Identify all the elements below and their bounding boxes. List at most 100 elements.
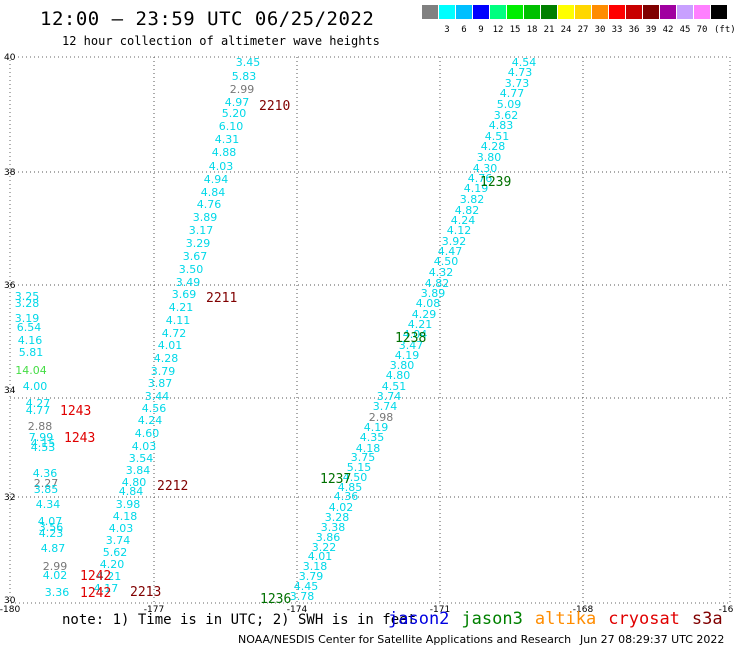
wave-height-value: 4.00	[23, 380, 48, 393]
wave-height-value: 3.74	[106, 534, 131, 547]
wave-height-value: 4.19	[364, 421, 389, 434]
wave-height-value: 4.18	[356, 442, 381, 455]
wave-height-value: 3.18	[303, 560, 328, 573]
pass-number-label: 2211	[206, 291, 237, 306]
wave-height-value: 3.86	[316, 531, 341, 544]
wave-height-value: 4.27	[26, 397, 51, 410]
generation-timestamp: Jun 27 08:29:37 UTC 2022	[580, 633, 725, 646]
wave-height-value: 3.54	[129, 452, 154, 465]
wave-height-value: 4.15	[31, 437, 56, 450]
scale-label: 36	[628, 25, 640, 35]
wave-height-value: 4.16	[18, 334, 43, 347]
wave-height-value: 4.82	[425, 277, 450, 290]
pass-number-label: 1243	[60, 404, 91, 419]
wave-height-value: 4.73	[508, 66, 533, 79]
scale-swatch	[422, 5, 438, 19]
scale-swatch	[694, 5, 710, 19]
wave-height-value: 4.12	[447, 224, 472, 237]
wave-height-value: 4.08	[416, 297, 441, 310]
wave-height-value: 3.19	[15, 312, 40, 325]
wave-height-value: 4.18	[113, 510, 138, 523]
wave-height-value: 2.27	[34, 477, 59, 490]
scale-label: 27	[577, 25, 589, 35]
wave-height-value: 4.29	[412, 308, 437, 321]
wave-height-value: 4.32	[429, 266, 454, 279]
wave-height-value: 4.17	[94, 582, 119, 595]
wave-height-value: 4.83	[489, 119, 514, 132]
lon-tick-label: -171	[430, 605, 450, 615]
wave-height-value: 4.84	[119, 485, 144, 498]
wave-height-value: 4.01	[308, 550, 333, 563]
wave-height-value: 4.76	[468, 172, 493, 185]
wave-height-value: 3.44	[145, 390, 170, 403]
wave-height-value: 4.02	[329, 501, 354, 514]
scale-swatch	[524, 5, 540, 19]
wave-height-value: 4.77	[26, 404, 51, 417]
wave-height-value: 5.15	[347, 461, 372, 474]
wave-height-value: 3.74	[373, 400, 398, 413]
wave-height-value: 3.79	[151, 365, 176, 378]
scale-unit: (ft)	[714, 25, 736, 35]
wave-height-value: 3.50	[179, 263, 204, 276]
wave-height-value: 4.56	[142, 402, 167, 415]
wave-height-value: 3.17	[189, 224, 214, 237]
pass-number-label: 1243	[64, 431, 95, 446]
wave-height-value: 3.87	[148, 377, 173, 390]
wave-height-value: 4.84	[201, 186, 226, 199]
wave-height-value: 6.10	[219, 120, 244, 133]
scale-label: 24	[560, 25, 572, 35]
wave-height-value: 5.83	[232, 70, 257, 83]
pass-number-label: 1239	[480, 175, 511, 190]
wave-height-value: 4.21	[169, 301, 194, 314]
wave-height-value: 5.81	[19, 346, 44, 359]
pass-number-label: 1238	[395, 331, 426, 346]
scale-swatch	[626, 5, 642, 19]
lon-tick-label: -174	[287, 605, 308, 615]
wave-height-value: 3.56	[39, 521, 64, 534]
pass-number-label: 2213	[130, 585, 161, 600]
lon-tick-label: -180	[0, 605, 20, 615]
wave-height-value: 6.54	[17, 321, 42, 334]
scale-swatch	[677, 5, 693, 19]
pass-number-label: 1237	[320, 472, 351, 487]
wave-height-value: 4.04	[403, 328, 428, 341]
scale-label: 21	[543, 25, 555, 35]
wave-height-value: 4.60	[135, 427, 160, 440]
wave-height-value: 3.22	[312, 541, 337, 554]
wave-height-value: 4.80	[122, 476, 147, 489]
scale-label: 12	[492, 25, 504, 35]
wave-height-value: 4.28	[154, 352, 179, 365]
wave-height-value: 4.94	[204, 173, 229, 186]
lat-tick-label: 40	[4, 53, 16, 63]
wave-height-value: 14.04	[15, 364, 47, 377]
wave-height-value: 4.31	[215, 133, 240, 146]
satellite-legend-item: cryosat	[608, 609, 680, 629]
wave-height-value: 3.28	[325, 511, 350, 524]
credit-text: NOAA/NESDIS Center for Satellite Applica…	[238, 633, 572, 646]
wave-height-value: 4.51	[485, 130, 510, 143]
wave-height-value: 4.03	[209, 160, 234, 173]
wave-height-value: 4.35	[360, 431, 385, 444]
wave-height-value: 3.28	[15, 297, 40, 310]
wave-height-value: 2.98	[369, 411, 394, 424]
wave-height-value: 3.92	[442, 235, 467, 248]
satellite-legend-item: altika	[534, 609, 597, 629]
wave-height-value: 4.34	[36, 498, 61, 511]
wave-height-value: 4.36	[33, 467, 58, 480]
scale-label: 15	[509, 25, 521, 35]
lat-tick-label: 36	[4, 281, 16, 291]
wave-height-value: 4.54	[512, 56, 537, 69]
wave-height-value: 2.88	[28, 420, 53, 433]
scale-label: 9	[478, 25, 484, 35]
scale-label: 70	[696, 25, 708, 35]
lon-tick-label: -177	[144, 605, 164, 615]
wave-height-value: 3.49	[176, 276, 201, 289]
lat-tick-label: 30	[4, 596, 16, 606]
wave-height-value: 3.25	[15, 290, 40, 303]
satellite-legend-item: s3a	[691, 609, 723, 629]
wave-height-value: 3.89	[193, 211, 218, 224]
footer-note: note: 1) Time is in UTC; 2) SWH is in fe…	[62, 612, 417, 628]
wave-height-value: 3.98	[116, 498, 141, 511]
wave-height-value: 4.19	[464, 182, 489, 195]
